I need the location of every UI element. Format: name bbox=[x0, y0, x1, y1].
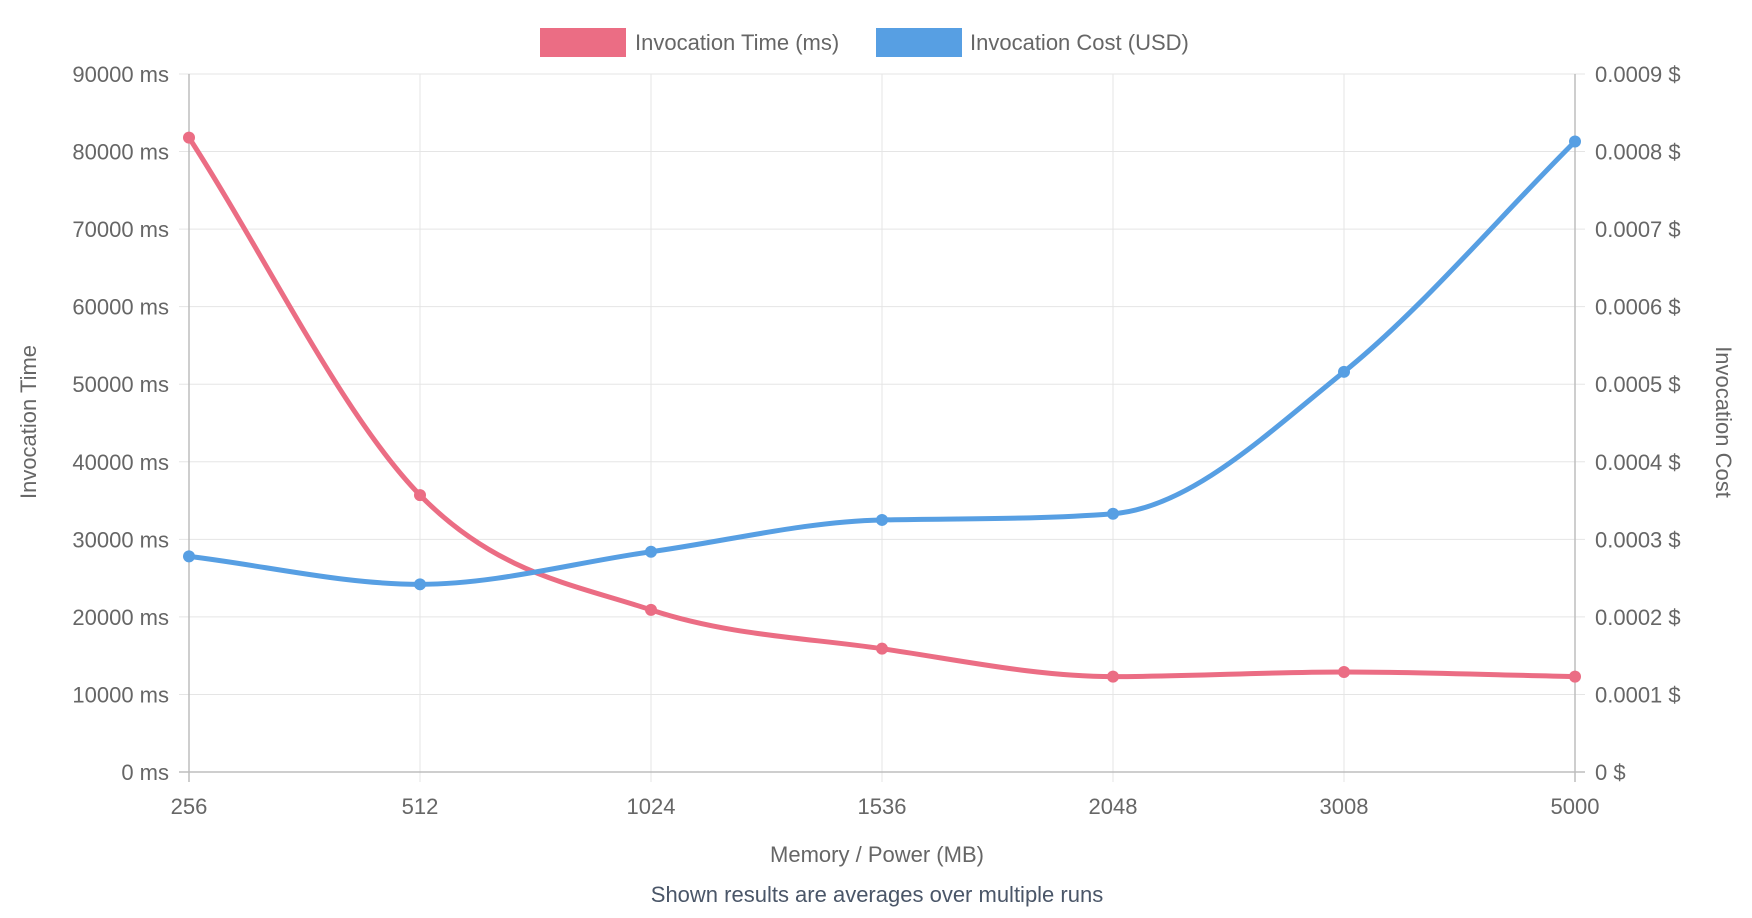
series-time-point[interactable] bbox=[183, 131, 195, 144]
y-left-tick-label: 90000 ms bbox=[72, 62, 169, 87]
y-left-tick-label: 20000 ms bbox=[72, 605, 169, 630]
y-right-tick-label: 0 $ bbox=[1595, 760, 1626, 785]
y-right-tick-label: 0.0009 $ bbox=[1595, 62, 1681, 87]
series-cost-point[interactable] bbox=[1338, 365, 1350, 378]
y-left-tick-label: 0 ms bbox=[121, 760, 169, 785]
y-left-tick-label: 60000 ms bbox=[72, 295, 169, 320]
x-tick-label: 1536 bbox=[858, 794, 907, 819]
series-time bbox=[183, 131, 1581, 683]
y-right-tick-label: 0.0008 $ bbox=[1595, 140, 1681, 165]
grid bbox=[179, 73, 1585, 782]
footnote: Shown results are averages over multiple… bbox=[651, 882, 1103, 907]
legend-swatch bbox=[540, 28, 626, 57]
y-left-tick-label: 50000 ms bbox=[72, 372, 169, 397]
series-time-point[interactable] bbox=[876, 642, 888, 655]
series-cost-point[interactable] bbox=[1569, 135, 1581, 148]
y-left-tick-label: 30000 ms bbox=[72, 527, 169, 552]
series-cost-point[interactable] bbox=[876, 513, 888, 526]
y-right-tick-label: 0.0002 $ bbox=[1595, 605, 1681, 630]
legend-label: Invocation Time (ms) bbox=[635, 30, 839, 55]
axes: 0 ms 0 $ 10000 ms 0.0001 $ 20000 ms 0.0002 $ 3… bbox=[72, 62, 1680, 819]
series-time-point[interactable] bbox=[1338, 665, 1350, 678]
y-right-tick-label: 0.0004 $ bbox=[1595, 450, 1681, 475]
series-cost-point[interactable] bbox=[414, 578, 426, 591]
series-cost-point[interactable] bbox=[183, 550, 195, 563]
y-right-tick-label: 0.0007 $ bbox=[1595, 217, 1681, 242]
series-cost bbox=[183, 135, 1581, 591]
series-time-point[interactable] bbox=[645, 603, 657, 616]
legend-item-cost[interactable]: Invocation Cost (USD) bbox=[876, 28, 1189, 57]
x-tick-label: 5000 bbox=[1551, 794, 1600, 819]
y-right-tick-label: 0.0003 $ bbox=[1595, 527, 1681, 552]
series-cost-point[interactable] bbox=[645, 545, 657, 558]
y-axis-left-title: Invocation Time bbox=[16, 345, 41, 499]
y-left-tick-label: 10000 ms bbox=[72, 682, 169, 707]
y-axis-right-title: Invocation Cost bbox=[1711, 346, 1736, 498]
x-tick-label: 3008 bbox=[1320, 794, 1369, 819]
x-tick-label: 1024 bbox=[627, 794, 676, 819]
series-time-point[interactable] bbox=[414, 489, 426, 502]
legend-swatch bbox=[876, 28, 962, 57]
legend: Invocation Time (ms) Invocation Cost (USD… bbox=[540, 28, 1189, 57]
x-tick-label: 512 bbox=[402, 794, 439, 819]
x-axis-title: Memory / Power (MB) bbox=[770, 842, 984, 867]
y-right-tick-label: 0.0005 $ bbox=[1595, 372, 1681, 397]
y-right-tick-label: 0.0001 $ bbox=[1595, 682, 1681, 707]
x-tick-label: 2048 bbox=[1089, 794, 1138, 819]
legend-label: Invocation Cost (USD) bbox=[970, 30, 1189, 55]
y-left-tick-label: 40000 ms bbox=[72, 450, 169, 475]
series-time-point[interactable] bbox=[1107, 670, 1119, 683]
series bbox=[183, 131, 1581, 683]
legend-item-time[interactable]: Invocation Time (ms) bbox=[540, 28, 839, 57]
y-left-tick-label: 80000 ms bbox=[72, 140, 169, 165]
y-left-tick-label: 70000 ms bbox=[72, 217, 169, 242]
series-cost-point[interactable] bbox=[1107, 507, 1119, 520]
x-tick-label: 256 bbox=[171, 794, 208, 819]
series-time-point[interactable] bbox=[1569, 670, 1581, 683]
y-right-tick-label: 0.0006 $ bbox=[1595, 295, 1681, 320]
